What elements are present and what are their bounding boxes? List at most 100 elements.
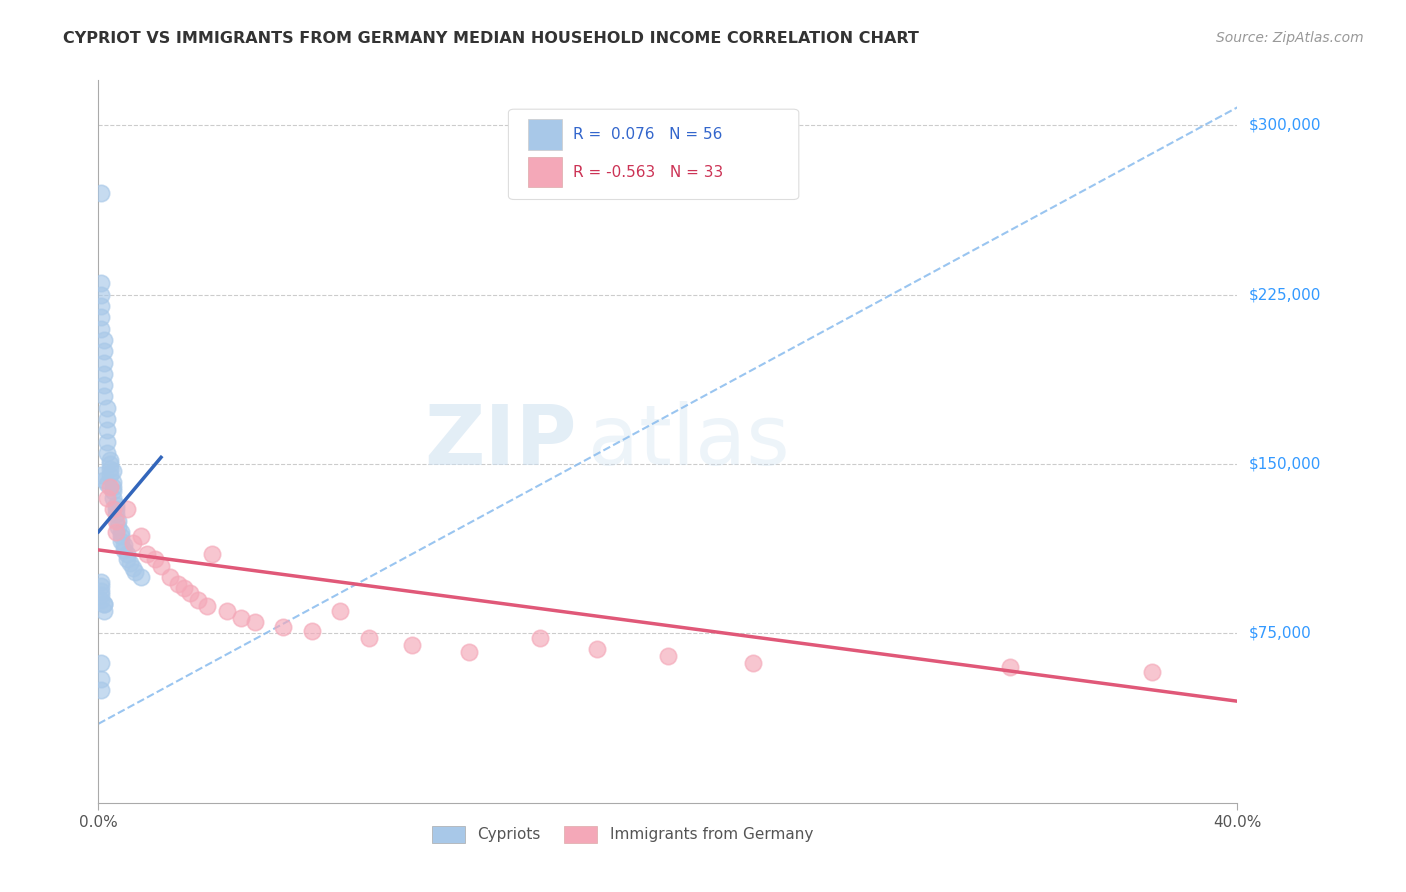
Point [96, 423, 118, 437]
Legend: Cypriots, Immigrants from Germany: Cypriots, Immigrants from Germany [426, 820, 820, 849]
Point [101, 464, 124, 478]
Point [585, 642, 607, 657]
Point [167, 576, 190, 591]
Point [329, 604, 352, 618]
Point [90, 287, 112, 301]
Point [110, 524, 132, 539]
Point [101, 480, 124, 494]
Point [104, 514, 127, 528]
Point [90, 672, 112, 686]
Point [107, 514, 129, 528]
Point [173, 582, 195, 596]
Text: $75,000: $75,000 [1249, 626, 1312, 641]
Point [243, 615, 266, 630]
Point [150, 558, 173, 573]
Point [93, 604, 115, 618]
Point [90, 583, 112, 598]
Point [90, 186, 112, 201]
Point [110, 533, 132, 548]
Point [110, 529, 132, 543]
Text: $300,000: $300,000 [1249, 118, 1322, 133]
Point [98, 452, 121, 467]
Point [93, 378, 115, 392]
Point [90, 592, 112, 607]
Text: CYPRIOT VS IMMIGRANTS FROM GERMANY MEDIAN HOUSEHOLD INCOME CORRELATION CHART: CYPRIOT VS IMMIGRANTS FROM GERMANY MEDIA… [63, 31, 920, 46]
Point [657, 648, 679, 663]
Point [998, 660, 1021, 674]
Point [135, 548, 157, 562]
Point [229, 610, 252, 624]
FancyBboxPatch shape [509, 109, 799, 200]
Point [112, 538, 135, 552]
Point [145, 552, 167, 566]
Point [529, 631, 551, 645]
Point [96, 401, 118, 415]
Point [90, 310, 112, 325]
Point [90, 588, 112, 602]
Point [457, 644, 479, 658]
Point [96, 491, 118, 505]
Point [90, 574, 112, 589]
Text: $150,000: $150,000 [1249, 457, 1322, 472]
Point [93, 367, 115, 381]
Point [118, 557, 141, 571]
Point [201, 548, 224, 562]
Point [129, 570, 152, 584]
Point [104, 502, 127, 516]
Point [129, 529, 152, 543]
Point [98, 457, 121, 471]
Point [104, 498, 127, 512]
Point [90, 299, 112, 313]
Point [121, 536, 143, 550]
Point [93, 333, 115, 347]
Point [93, 344, 115, 359]
Point [98, 468, 121, 483]
Point [90, 468, 112, 483]
Point [90, 682, 112, 697]
Point [96, 434, 118, 449]
Point [101, 491, 124, 505]
Point [98, 461, 121, 475]
Point [187, 592, 209, 607]
Point [357, 631, 380, 645]
Point [93, 473, 115, 487]
Text: ZIP: ZIP [425, 401, 576, 482]
Point [96, 446, 118, 460]
Point [115, 548, 138, 562]
Point [301, 624, 323, 639]
Point [101, 484, 124, 499]
Point [742, 656, 765, 670]
Point [93, 597, 115, 611]
Point [90, 579, 112, 593]
Point [195, 599, 218, 614]
FancyBboxPatch shape [527, 157, 562, 187]
Point [93, 597, 115, 611]
Text: $225,000: $225,000 [1249, 287, 1322, 302]
Point [273, 620, 295, 634]
Point [104, 507, 127, 521]
Point [112, 542, 135, 557]
Point [104, 524, 127, 539]
Point [215, 604, 238, 618]
Point [90, 656, 112, 670]
FancyBboxPatch shape [527, 120, 562, 150]
Text: atlas: atlas [588, 401, 790, 482]
Point [93, 389, 115, 403]
Point [159, 570, 181, 584]
Point [121, 561, 143, 575]
Point [101, 502, 124, 516]
Text: Source: ZipAtlas.com: Source: ZipAtlas.com [1216, 31, 1364, 45]
Point [107, 520, 129, 534]
Text: R = -0.563   N = 33: R = -0.563 N = 33 [574, 164, 724, 179]
Point [98, 480, 121, 494]
Point [90, 321, 112, 335]
Text: R =  0.076   N = 56: R = 0.076 N = 56 [574, 127, 723, 142]
Point [115, 552, 138, 566]
Point [179, 586, 201, 600]
Point [90, 277, 112, 291]
Point [1140, 665, 1163, 679]
Point [93, 355, 115, 369]
Point [101, 475, 124, 490]
Point [115, 502, 138, 516]
Point [96, 477, 118, 491]
